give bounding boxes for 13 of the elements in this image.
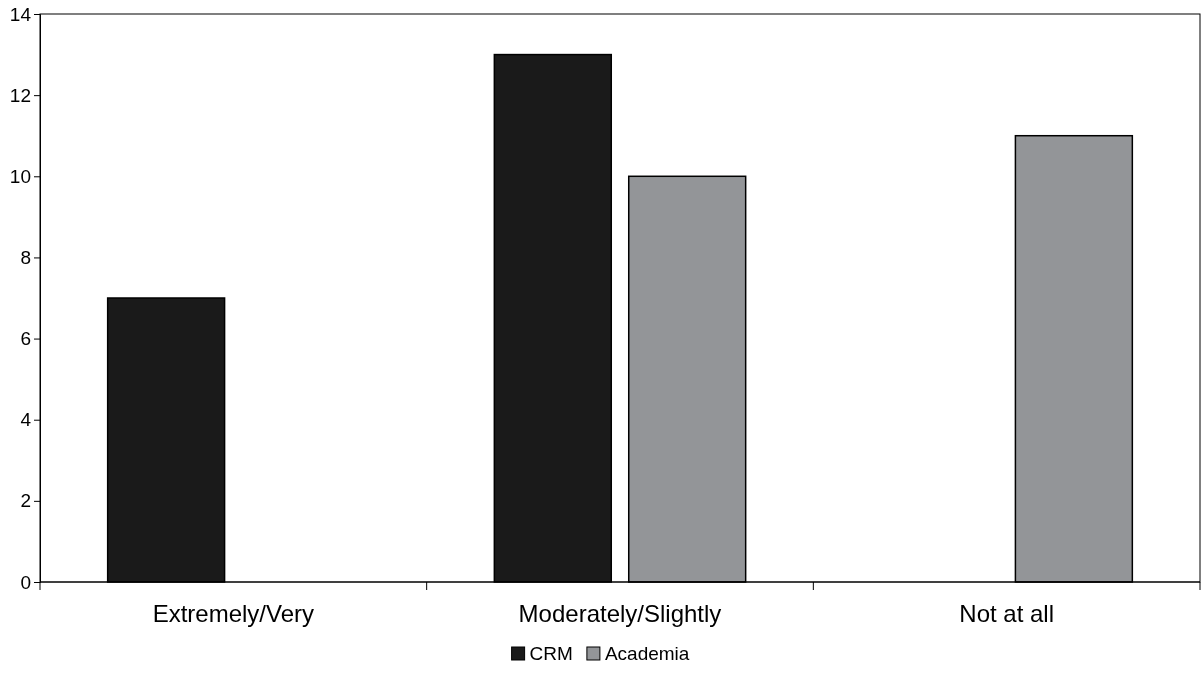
y-tick-label: 2 (20, 490, 31, 512)
y-tick-label: 8 (20, 247, 31, 269)
x-tick-label: Extremely/Very (152, 600, 315, 627)
y-tick-label: 0 (20, 571, 31, 593)
y-tick-label: 12 (9, 84, 31, 106)
y-tick-label: 4 (20, 409, 32, 431)
x-tick-label: Not at all (959, 600, 1055, 627)
legend-label: Academia (604, 643, 690, 664)
legend-label: CRM (529, 643, 573, 664)
y-tick-label: 10 (9, 165, 31, 187)
y-tick-label: 14 (9, 3, 32, 25)
x-tick-label: Moderately/Slightly (518, 600, 722, 627)
y-tick-label: 6 (20, 328, 31, 350)
